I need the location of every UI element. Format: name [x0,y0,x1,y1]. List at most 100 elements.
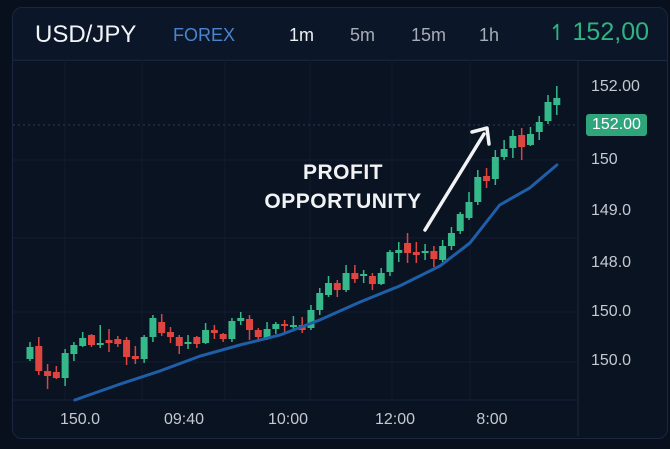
candle-body [395,250,403,253]
x-tick-label: 09:40 [163,411,205,428]
candle-body [439,246,447,260]
candle-body [325,283,333,295]
timeframe-5m[interactable]: 5m [350,25,376,45]
candle-body [175,337,183,346]
candle-down [368,273,376,290]
candle-up [386,250,394,276]
candle-up [377,268,385,285]
candle-body [351,273,359,279]
candle-up [272,322,280,334]
candle-up [474,170,482,205]
candle-body [404,243,412,253]
market-label[interactable]: FOREX [173,25,236,45]
candle-up [202,323,210,344]
candle-down [52,366,60,379]
x-tick-label: 8:00 [476,411,508,428]
candle-up [360,270,368,283]
candle-body [386,252,394,272]
candle-down [131,346,139,364]
candle-body [509,136,517,148]
candle-up [61,349,69,386]
candle-body [360,274,368,276]
chart-panel: USD/JPY FOREX 1m 5m 15m 1h ↿ 152,00 [12,7,668,439]
candle-up [325,276,333,297]
candle-up [421,244,429,260]
x-tick-label: 12:00 [374,411,416,428]
candle-body [526,134,534,145]
candle-down [404,233,412,263]
candle-down [246,315,253,340]
candle-up [535,116,543,140]
candle-up [289,316,297,330]
candle-up [316,288,324,315]
candle-down [351,265,359,283]
candle-up [447,227,455,250]
candle-down [166,327,174,343]
candle-down [193,336,201,348]
candle-down [44,364,52,389]
arrow-up-icon: ↿ [548,20,567,45]
moving-average-line [73,163,559,402]
candle-body [483,176,491,181]
candle-up [184,335,192,349]
candle-down [412,242,420,263]
candle-down [35,337,43,375]
candle-body [61,353,69,378]
candle-down [483,168,491,188]
candle-body [553,98,561,105]
current-price-value: 152,00 [572,18,649,46]
candle-body [26,347,34,359]
timeframe-1m[interactable]: 1m [289,25,315,45]
candle-body [140,337,148,359]
candle-up [395,242,403,262]
candle-down [210,325,218,339]
candle-up [26,342,34,361]
candle-down [518,128,526,160]
candle-body [105,340,113,343]
annotation-line-2: OPPORTUNITY [264,190,422,213]
candle-down [123,337,131,365]
y-tick-label: 152.00 [591,78,640,95]
candle-body [333,283,341,290]
y-tick-label: 149.0 [591,202,632,219]
candle-body [210,330,218,333]
candle-body [35,346,43,371]
candle-body [377,273,385,284]
current-price-badge: 152.00 [586,114,647,136]
candle-down [87,334,95,347]
x-tick-label: 10:00 [267,411,309,428]
candle-body [79,338,87,346]
current-price: ↿ 152,00 [548,18,649,47]
y-tick-label: 150 [591,151,618,168]
candle-down [281,320,289,332]
candle-up [465,192,473,220]
timeframe-15m[interactable]: 15m [411,25,447,45]
candle-body [96,343,104,345]
candle-up [79,332,87,347]
candle-body [465,202,473,218]
candle-up [456,212,464,234]
candle-up [526,127,534,146]
candle-down [158,314,166,336]
y-tick-label: 150.0 [591,352,632,369]
candle-body [500,149,508,157]
candle-up [553,86,561,115]
candle-down [430,246,438,267]
candle-down [333,280,341,297]
annotation-line-1: PROFIT [303,161,383,184]
candle-body [246,319,253,330]
candle-body [114,339,122,344]
candle-body [123,340,131,357]
candle-up [149,315,157,342]
timeframe-1h[interactable]: 1h [479,25,500,45]
candle-up [439,240,447,262]
candle-body [342,273,350,290]
candle-up [237,312,245,325]
symbol-title: USD/JPY [35,21,137,48]
candle-body [228,321,236,339]
candle-up [307,305,315,330]
candle-body [149,318,157,337]
chart-header: USD/JPY FOREX 1m 5m 15m 1h ↿ 152,00 [13,8,667,61]
y-tick-label: 148.0 [591,254,632,271]
